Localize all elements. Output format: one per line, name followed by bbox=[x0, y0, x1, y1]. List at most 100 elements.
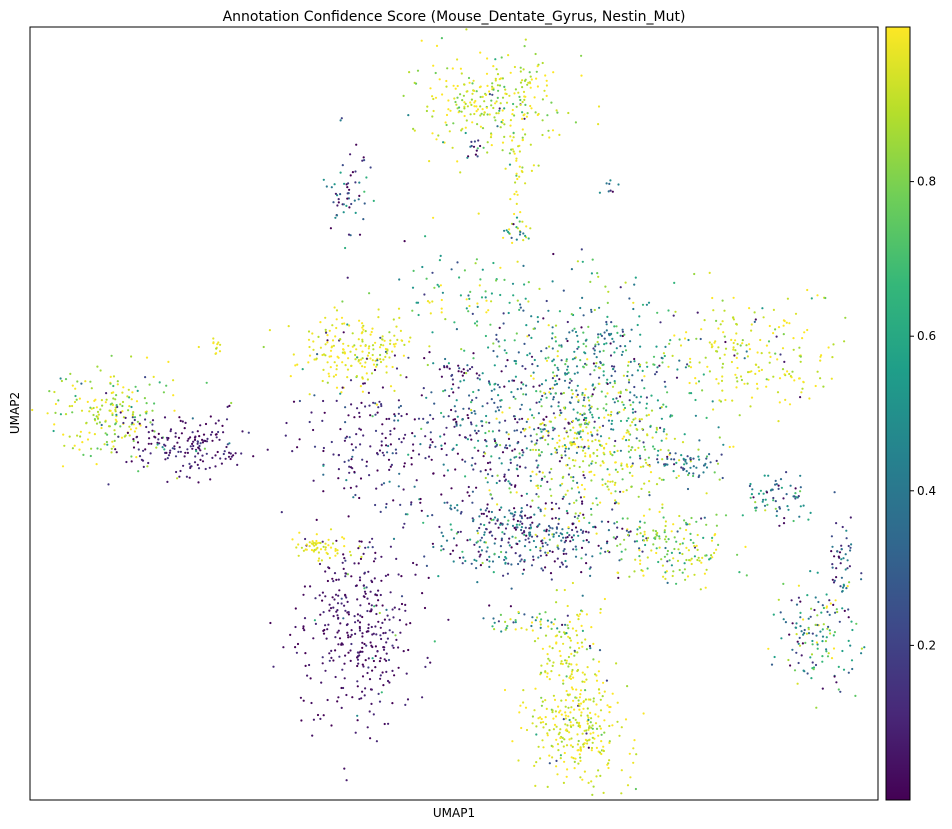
scatter-point bbox=[461, 418, 464, 421]
scatter-point bbox=[587, 746, 590, 749]
scatter-point bbox=[693, 544, 696, 548]
scatter-point bbox=[356, 714, 359, 717]
scatter-point bbox=[228, 404, 231, 407]
scatter-point bbox=[494, 102, 497, 105]
scatter-point bbox=[570, 706, 573, 709]
scatter-point bbox=[639, 520, 642, 523]
scatter-point bbox=[391, 350, 394, 353]
scatter-point bbox=[512, 294, 515, 297]
scatter-point bbox=[521, 522, 524, 525]
scatter-point bbox=[429, 414, 432, 417]
scatter-point bbox=[514, 397, 517, 400]
scatter-point bbox=[514, 417, 517, 421]
scatter-point bbox=[506, 572, 509, 575]
scatter-point bbox=[504, 88, 507, 91]
scatter-point bbox=[595, 532, 598, 535]
scatter-point bbox=[814, 596, 817, 599]
scatter-point bbox=[700, 517, 703, 520]
scatter-point bbox=[470, 98, 473, 101]
scatter-point bbox=[551, 711, 554, 714]
scatter-point bbox=[564, 717, 568, 720]
scatter-point bbox=[539, 508, 542, 511]
scatter-point bbox=[114, 398, 117, 401]
scatter-point bbox=[649, 425, 652, 428]
scatter-point bbox=[582, 399, 586, 402]
scatter-point bbox=[199, 442, 202, 445]
scatter-point bbox=[488, 90, 491, 93]
scatter-point bbox=[460, 110, 463, 113]
scatter-point bbox=[349, 659, 352, 663]
scatter-point bbox=[815, 706, 818, 709]
scatter-point bbox=[841, 649, 844, 653]
scatter-point bbox=[562, 745, 565, 748]
scatter-point bbox=[566, 339, 569, 343]
scatter-point bbox=[458, 367, 461, 370]
scatter-point bbox=[672, 523, 675, 526]
scatter-point bbox=[429, 438, 432, 441]
scatter-point bbox=[522, 383, 525, 386]
scatter-point bbox=[76, 380, 79, 383]
scatter-point bbox=[484, 290, 487, 293]
scatter-point bbox=[689, 538, 692, 542]
scatter-point bbox=[572, 724, 575, 727]
scatter-point bbox=[122, 416, 125, 419]
scatter-point bbox=[311, 734, 314, 737]
scatter-point bbox=[582, 418, 586, 421]
scatter-point bbox=[440, 307, 443, 310]
scatter-point bbox=[584, 419, 588, 422]
scatter-point bbox=[214, 465, 217, 468]
scatter-point bbox=[508, 301, 511, 304]
scatter-point bbox=[197, 467, 201, 470]
scatter-point bbox=[669, 452, 672, 455]
scatter-point bbox=[357, 547, 360, 550]
scatter-point bbox=[528, 533, 531, 536]
scatter-point bbox=[552, 533, 556, 536]
scatter-point bbox=[770, 663, 774, 666]
scatter-point bbox=[571, 745, 574, 749]
scatter-point bbox=[612, 428, 615, 431]
scatter-point bbox=[652, 543, 655, 546]
scatter-point bbox=[563, 437, 566, 440]
scatter-point bbox=[845, 587, 848, 590]
scatter-point bbox=[529, 448, 532, 452]
scatter-point bbox=[825, 650, 828, 653]
scatter-point bbox=[679, 344, 683, 347]
scatter-point bbox=[626, 517, 629, 520]
scatter-point bbox=[419, 501, 422, 504]
scatter-point bbox=[520, 507, 523, 510]
scatter-point bbox=[365, 372, 368, 375]
scatter-point bbox=[641, 379, 644, 382]
scatter-point bbox=[699, 337, 702, 341]
scatter-point bbox=[470, 409, 473, 412]
scatter-point bbox=[508, 487, 511, 490]
scatter-point bbox=[389, 465, 392, 468]
scatter-point bbox=[621, 478, 624, 481]
scatter-point bbox=[134, 385, 137, 388]
scatter-point bbox=[499, 523, 502, 526]
scatter-point bbox=[449, 507, 452, 510]
scatter-point bbox=[516, 299, 519, 302]
scatter-point bbox=[538, 384, 541, 387]
scatter-point bbox=[289, 633, 292, 637]
scatter-point bbox=[573, 708, 576, 711]
scatter-point bbox=[362, 665, 365, 668]
scatter-point bbox=[511, 108, 514, 112]
scatter-point bbox=[666, 391, 669, 394]
scatter-point bbox=[524, 393, 528, 396]
scatter-point bbox=[568, 731, 571, 734]
scatter-point bbox=[715, 378, 718, 381]
scatter-point bbox=[470, 140, 473, 143]
scatter-point bbox=[215, 352, 218, 355]
scatter-point bbox=[583, 396, 586, 399]
scatter-point bbox=[73, 400, 77, 404]
scatter-point bbox=[329, 607, 333, 610]
scatter-point bbox=[812, 668, 815, 671]
scatter-point bbox=[93, 399, 96, 402]
scatter-point bbox=[319, 548, 323, 551]
scatter-point bbox=[381, 621, 384, 625]
scatter-point bbox=[298, 438, 301, 441]
scatter-point bbox=[596, 407, 599, 410]
scatter-point bbox=[488, 521, 491, 524]
scatter-point bbox=[567, 655, 571, 659]
scatter-point bbox=[531, 414, 534, 417]
